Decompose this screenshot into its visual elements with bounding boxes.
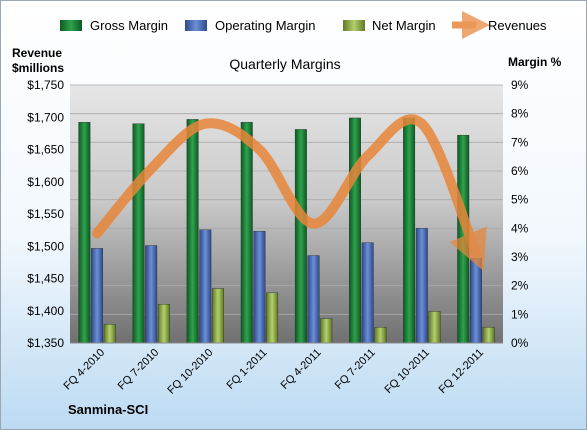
bar-net-margin [428, 311, 441, 344]
bar-gross-margin [349, 117, 361, 344]
x-tick-label: FQ 4-2011 [279, 347, 324, 392]
bar-gross-margin [294, 129, 307, 344]
x-tick-label: FQ 12-2011 [437, 347, 486, 396]
bar-operating-margin [91, 248, 104, 344]
bar-net-margin [157, 304, 170, 344]
revenue-line [92, 114, 487, 272]
chart-title: Quarterly Margins [229, 56, 340, 72]
bar-gross-margin [186, 119, 199, 344]
bar-gross-margin [240, 122, 253, 344]
bar-operating-margin [253, 230, 266, 344]
revenue-line-layer [92, 114, 487, 272]
left-tick-label: $1,650 [27, 143, 64, 157]
legend-swatch-gross-margin [60, 20, 82, 31]
left-tick-label: $1,500 [27, 239, 64, 253]
left-axis-label-line-2: $millions [12, 61, 64, 75]
left-axis-label-line-1: Revenue [12, 46, 62, 60]
x-tick-label: FQ 4-2010 [62, 347, 108, 393]
bar-operating-margin [199, 229, 212, 344]
legend-swatch-operating-margin [185, 20, 207, 31]
legend-item-net-margin: Net Margin [343, 18, 436, 33]
company-name: Sanmina-SCI [68, 402, 148, 417]
legend-label-revenues: Revenues [488, 18, 547, 33]
left-axis-ticks: $1,350 $1,400 $1,450 $1,500 $1,550 $1,600 $1,6… [27, 78, 64, 350]
bar-net-margin [266, 292, 279, 344]
bar-operating-margin [361, 242, 374, 344]
bar-operating-margin [415, 228, 428, 344]
right-tick-label: 3% [511, 250, 529, 264]
bar-operating-margin [469, 258, 482, 344]
right-tick-label: 2% [511, 279, 529, 293]
legend-item-gross-margin: Gross Margin [60, 18, 168, 33]
right-tick-label: 8% [511, 107, 529, 121]
right-tick-label: 9% [511, 78, 529, 92]
bar-gross-margin [78, 122, 91, 344]
x-tick-label: FQ 7-2011 [333, 347, 378, 392]
left-tick-label: $1,400 [27, 304, 64, 318]
right-tick-label: 6% [511, 164, 529, 178]
legend-label-operating-margin: Operating Margin [215, 18, 315, 33]
right-axis-label: Margin % [508, 55, 562, 69]
legend-label-gross-margin: Gross Margin [90, 18, 168, 33]
right-tick-label: 1% [511, 307, 529, 321]
right-tick-label: 4% [511, 221, 529, 235]
bar-gross-margin [132, 123, 145, 344]
right-tick-label: 5% [511, 193, 529, 207]
bar-operating-margin [307, 255, 320, 344]
bar-net-margin [482, 327, 495, 344]
right-axis-ticks: 0% 1% 2% 3% 4% 5% 6% 7% 8% 9% [511, 78, 529, 350]
legend-item-operating-margin: Operating Margin [185, 18, 315, 33]
x-tick-label: FQ 7-2010 [116, 347, 162, 393]
x-tick-label: FQ 1-2011 [224, 347, 269, 392]
left-tick-label: $1,700 [27, 110, 64, 124]
x-tick-label: FQ 10-2011 [383, 347, 432, 396]
legend-swatch-net-margin [343, 20, 365, 31]
bar-operating-margin [145, 245, 158, 344]
right-tick-label: 0% [511, 336, 529, 350]
x-tick-label: FQ 10-2010 [165, 347, 215, 397]
left-tick-label: $1,600 [27, 175, 64, 189]
bar-net-margin [103, 324, 116, 344]
bar-net-margin [320, 318, 333, 344]
left-tick-label: $1,550 [27, 207, 64, 221]
left-tick-label: $1,750 [27, 78, 64, 92]
x-axis-ticks: FQ 4-2010 FQ 7-2010 FQ 10-2010 FQ 1-2011 FQ … [62, 347, 487, 397]
left-tick-label: $1,450 [27, 272, 64, 286]
bar-gross-margin [403, 117, 416, 344]
legend-item-revenues: Revenues [452, 11, 547, 39]
bar-net-margin [374, 327, 387, 344]
left-tick-label: $1,350 [27, 336, 64, 350]
legend-label-net-margin: Net Margin [372, 18, 436, 33]
legend: Gross Margin Operating Margin Net Margin… [60, 11, 547, 39]
right-tick-label: 7% [511, 135, 529, 149]
bar-net-margin [212, 288, 224, 344]
